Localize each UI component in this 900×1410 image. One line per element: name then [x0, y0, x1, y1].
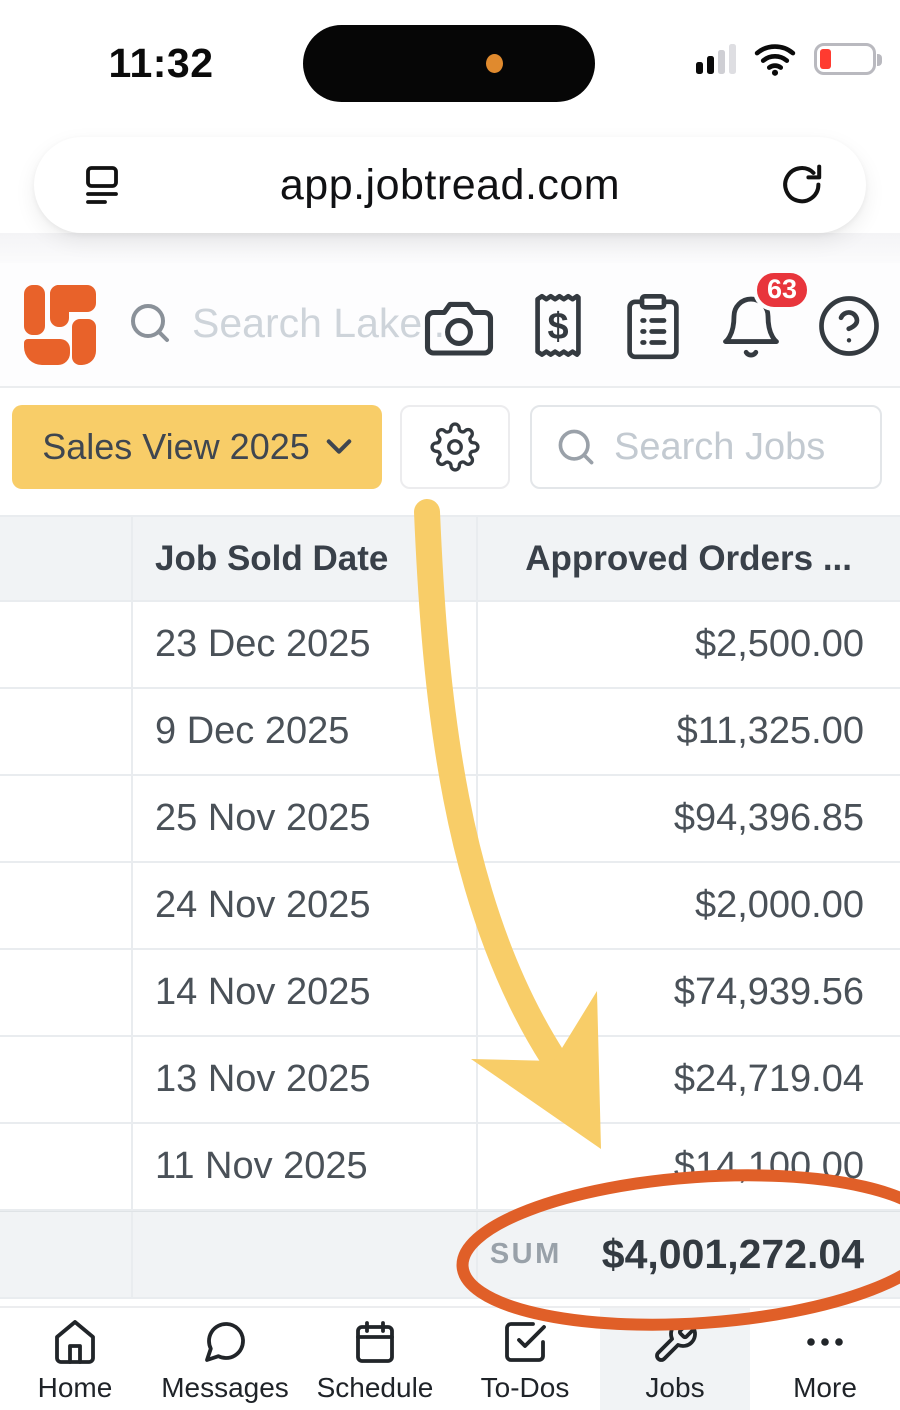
- header-approved-orders[interactable]: Approved Orders ...: [525, 538, 852, 578]
- global-search[interactable]: [126, 299, 442, 347]
- nav-item-home[interactable]: Home: [0, 1308, 150, 1410]
- notification-badge: 63: [752, 268, 811, 311]
- receipt-icon: $: [535, 293, 581, 357]
- filter-bar: Sales View 2025: [0, 405, 900, 489]
- approved-orders-cell: $11,325.00: [676, 710, 864, 752]
- browser-chrome-shade: [0, 233, 900, 263]
- chevron-down-icon: [326, 439, 352, 454]
- job-sold-date-cell: 11 Nov 2025: [133, 1124, 478, 1209]
- table-row[interactable]: 25 Nov 2025 $94,396.85: [0, 776, 900, 863]
- nav-item-more[interactable]: More: [750, 1308, 900, 1410]
- chat-bubble-icon: [205, 1322, 245, 1362]
- nav-item-jobs[interactable]: Jobs: [600, 1308, 750, 1410]
- reload-icon[interactable]: [778, 161, 826, 209]
- approved-orders-cell: $2,500.00: [694, 623, 864, 665]
- view-selector-button[interactable]: Sales View 2025: [12, 405, 382, 489]
- search-icon: [131, 304, 169, 342]
- bottom-navigation: Home Messages Schedule To-Dos: [0, 1306, 900, 1410]
- jobs-table: Job Sold Date Approved Orders ... 23 Dec…: [0, 515, 900, 1299]
- approved-orders-cell: $94,396.85: [673, 797, 864, 839]
- job-sold-date-cell: 9 Dec 2025: [133, 689, 478, 774]
- battery-icon: [814, 43, 882, 75]
- nav-item-todos[interactable]: To-Dos: [450, 1308, 600, 1410]
- page-menu-icon[interactable]: [78, 161, 126, 209]
- nav-item-messages[interactable]: Messages: [150, 1308, 300, 1410]
- url-text[interactable]: app.jobtread.com: [279, 160, 621, 209]
- table-row[interactable]: 9 Dec 2025 $11,325.00: [0, 689, 900, 776]
- gear-icon: [430, 422, 480, 472]
- status-icons: [696, 42, 882, 76]
- approved-orders-cell: $14,100.00: [673, 1145, 864, 1187]
- row-select-cell[interactable]: [0, 950, 133, 1035]
- clock: 11:32: [108, 40, 214, 86]
- job-sold-date-cell: 25 Nov 2025: [133, 776, 478, 861]
- approved-orders-cell: $24,719.04: [673, 1058, 864, 1100]
- row-select-cell[interactable]: [0, 1037, 133, 1122]
- global-search-input[interactable]: [192, 299, 442, 347]
- camera-icon: [424, 301, 494, 356]
- check-square-icon: [505, 1322, 546, 1362]
- dynamic-island: [303, 25, 595, 102]
- notifications-button[interactable]: 63: [717, 268, 811, 361]
- job-sold-date-cell: 24 Nov 2025: [133, 863, 478, 948]
- header-select-column: [0, 517, 133, 600]
- table-row[interactable]: 11 Nov 2025 $14,100.00: [0, 1124, 900, 1211]
- row-select-cell[interactable]: [0, 602, 133, 687]
- cellular-signal-icon: [696, 44, 736, 74]
- approved-orders-cell: $2,000.00: [694, 884, 864, 926]
- jobs-search-field[interactable]: [530, 405, 882, 489]
- table-row[interactable]: 13 Nov 2025 $24,719.04: [0, 1037, 900, 1124]
- table-header-row: Job Sold Date Approved Orders ...: [0, 517, 900, 602]
- receipts-button[interactable]: $: [527, 291, 589, 361]
- help-button[interactable]: [816, 293, 882, 359]
- row-select-cell[interactable]: [0, 1124, 133, 1209]
- tasks-button[interactable]: [620, 290, 686, 362]
- help-icon: [819, 295, 879, 356]
- header-job-sold-date[interactable]: Job Sold Date: [133, 517, 478, 600]
- table-settings-button[interactable]: [400, 405, 510, 489]
- ellipsis-icon: [807, 1338, 843, 1346]
- table-row[interactable]: 24 Nov 2025 $2,000.00: [0, 863, 900, 950]
- wrench-icon: [655, 1320, 697, 1362]
- sum-label: SUM: [489, 1238, 562, 1270]
- job-sold-date-cell: 23 Dec 2025: [133, 602, 478, 687]
- row-select-cell[interactable]: [0, 863, 133, 948]
- row-select-cell[interactable]: [0, 689, 133, 774]
- status-bar: 11:32: [0, 0, 900, 118]
- clipboard-icon: [627, 293, 679, 359]
- view-selector-label: Sales View 2025: [42, 426, 310, 467]
- wifi-icon: [754, 44, 796, 76]
- jobtread-logo[interactable]: [14, 279, 102, 367]
- calendar-icon: [356, 1321, 394, 1363]
- search-icon: [558, 429, 594, 465]
- table-row[interactable]: 14 Nov 2025 $74,939.56: [0, 950, 900, 1037]
- table-sum-row: SUM $4,001,272.04: [0, 1211, 900, 1299]
- row-select-cell[interactable]: [0, 776, 133, 861]
- nav-item-schedule[interactable]: Schedule: [300, 1308, 450, 1410]
- recording-indicator-dot: [486, 54, 503, 73]
- sum-value: $4,001,272.04: [601, 1231, 864, 1277]
- jobs-search-input[interactable]: [614, 425, 854, 469]
- camera-button[interactable]: [422, 293, 496, 359]
- app-header: $ 63: [0, 263, 900, 388]
- svg-text:$: $: [547, 305, 568, 347]
- approved-orders-cell: $74,939.56: [673, 971, 864, 1013]
- table-row[interactable]: 23 Dec 2025 $2,500.00: [0, 602, 900, 689]
- browser-address-bar[interactable]: app.jobtread.com: [34, 137, 866, 233]
- job-sold-date-cell: 13 Nov 2025: [133, 1037, 478, 1122]
- home-icon: [55, 1320, 95, 1364]
- job-sold-date-cell: 14 Nov 2025: [133, 950, 478, 1035]
